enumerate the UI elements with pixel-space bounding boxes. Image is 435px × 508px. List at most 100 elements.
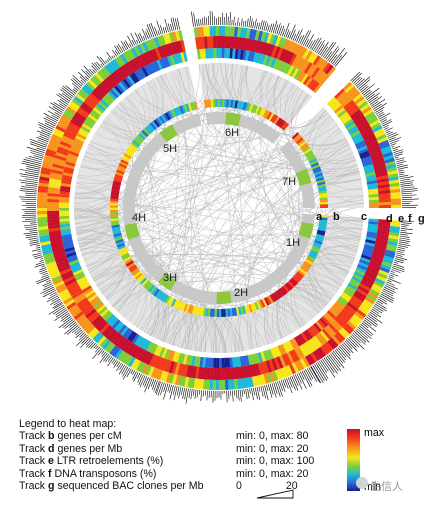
track-cell [366, 294, 377, 302]
track-cell [245, 28, 251, 39]
histogram-bar [92, 347, 102, 359]
track-cell [283, 353, 292, 366]
histogram-bar [266, 384, 269, 391]
track-cell [286, 52, 295, 65]
track-cell [338, 296, 349, 305]
synteny-link [225, 63, 352, 268]
histogram-bar [169, 384, 172, 394]
track-cell [205, 48, 209, 59]
track-cell [50, 272, 61, 280]
track-cell [44, 258, 56, 265]
track-cell [338, 111, 349, 120]
track-cell [209, 367, 214, 380]
track-cell [117, 350, 126, 361]
track-cell [105, 313, 115, 324]
track-cell [146, 64, 154, 75]
track-cell [356, 288, 368, 297]
track-b-cell [111, 226, 121, 231]
track-cell [165, 360, 173, 373]
histogram-bar [389, 274, 395, 277]
synteny-link [156, 77, 360, 175]
track-cell [357, 122, 370, 131]
track-cell [378, 139, 389, 147]
track-cell [101, 80, 113, 91]
track-cell [283, 366, 291, 377]
track-cell [347, 283, 358, 291]
track-cell [332, 304, 342, 314]
track-cell [63, 244, 75, 250]
colorbar-max-label: max [364, 427, 385, 439]
track-b-cell [305, 152, 314, 159]
track-cell [116, 83, 125, 94]
track-cell [286, 40, 294, 51]
histogram-bar [396, 159, 405, 163]
track-cell [92, 300, 103, 309]
track-b-cell [319, 195, 328, 199]
histogram-bar [62, 318, 74, 328]
histogram-bar [306, 368, 314, 380]
track-cell [147, 39, 155, 50]
track-cell [79, 104, 92, 114]
track-cell [103, 78, 115, 90]
track-cell [308, 65, 318, 78]
histogram-bar [399, 235, 410, 238]
histogram-bar [380, 293, 394, 302]
track-cell [380, 263, 392, 271]
track-cell [131, 72, 140, 83]
track-b-cell [226, 99, 229, 108]
track-cell [73, 311, 84, 321]
synteny-link [146, 147, 352, 334]
histogram-bar [395, 256, 408, 261]
track-b-cell [317, 183, 326, 188]
synteny-link [298, 110, 328, 305]
histogram-bar [340, 344, 351, 356]
histogram-bar [169, 385, 174, 400]
track-cell [101, 324, 112, 336]
track-cell [276, 356, 284, 369]
track-cell [341, 308, 353, 319]
track-cell [277, 60, 285, 72]
histogram-bar [176, 18, 180, 30]
track-b-cell [307, 255, 316, 262]
track-cell [83, 287, 94, 296]
histogram-bar [142, 376, 148, 386]
histogram-bar [382, 121, 393, 127]
histogram-bar [309, 39, 316, 50]
track-cell [291, 337, 299, 349]
histogram-bar [39, 269, 47, 273]
histogram-bar [97, 349, 104, 356]
histogram-bar [384, 127, 389, 130]
histogram-bar [282, 379, 287, 388]
track-cell [110, 332, 121, 344]
track-b-cell [244, 102, 250, 111]
histogram-bar [377, 113, 385, 118]
histogram-bar [378, 112, 391, 120]
histogram-bar [64, 323, 78, 335]
track-cell [136, 44, 144, 55]
histogram-bar [391, 267, 405, 273]
histogram-bar [105, 355, 111, 363]
histogram-bar [242, 20, 245, 27]
track-cell [296, 70, 304, 81]
track-b-cell [118, 163, 127, 169]
track-cell [130, 58, 140, 71]
track-b-cell [262, 109, 269, 118]
histogram-bar [51, 297, 60, 302]
histogram-bar [374, 102, 387, 112]
histogram-bar [200, 390, 203, 402]
track-cell [353, 114, 365, 124]
histogram-bar [384, 127, 393, 132]
track-cell [236, 378, 242, 390]
track-cell [54, 254, 67, 262]
histogram-bar [364, 317, 377, 328]
histogram-bar [36, 130, 51, 137]
histogram-bar [190, 388, 193, 400]
track-cell [263, 42, 270, 56]
track-cell [129, 73, 138, 84]
track-cell [172, 351, 178, 362]
track-b-cell [183, 104, 189, 113]
histogram-bar [312, 37, 322, 52]
track-cell [56, 285, 68, 294]
track-cell [387, 240, 398, 246]
track-cell [71, 290, 84, 300]
